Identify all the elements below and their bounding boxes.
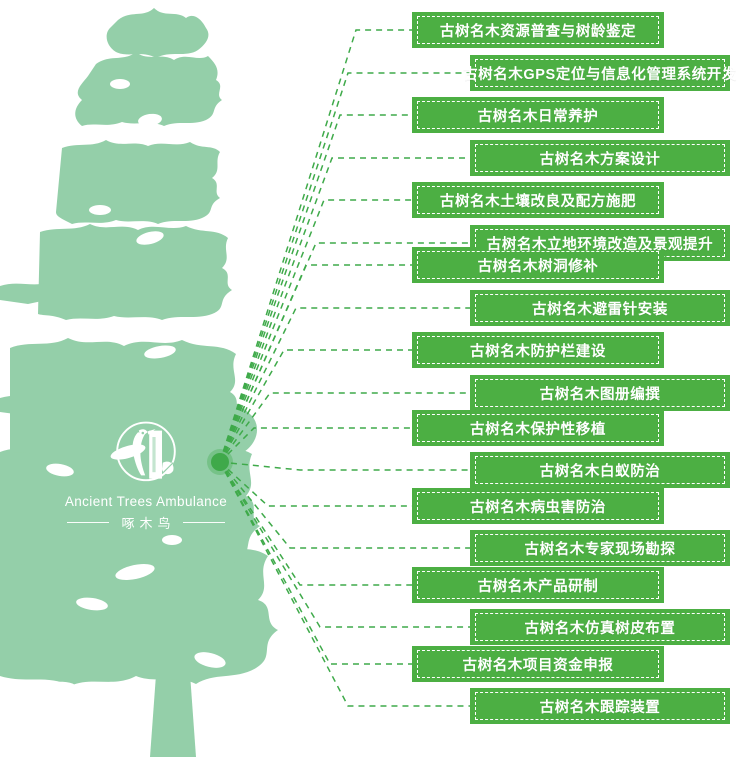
service-node-label: 古树名木仿真树皮布置: [524, 620, 676, 637]
service-node-label: 古树名木图册编撰: [539, 386, 661, 403]
service-node-label: 古树名木防护栏建设: [470, 343, 606, 360]
service-node[interactable]: 古树名木产品研制: [412, 567, 664, 603]
service-node[interactable]: 古树名木专家现场勘探: [470, 530, 730, 566]
service-node[interactable]: 古树名木资源普查与树龄鉴定: [412, 12, 664, 48]
service-node-label: 古树名木资源普查与树龄鉴定: [439, 23, 637, 40]
connector-lines: [219, 29, 470, 707]
central-hub-node-glow: [207, 449, 233, 475]
central-hub-node: [211, 453, 229, 471]
service-node[interactable]: 古树名木跟踪装置: [470, 688, 730, 724]
service-node[interactable]: 古树名木仿真树皮布置: [470, 609, 730, 645]
service-node[interactable]: 古树名木项目资金申报: [412, 646, 664, 682]
tree-silhouette-icon: [0, 8, 278, 757]
service-node-label: 古树名木树洞修补: [477, 258, 599, 275]
service-node-label: 古树名木白蚁防治: [539, 463, 661, 480]
service-node[interactable]: 古树名木土壤改良及配方施肥: [412, 182, 664, 218]
service-node-label: 古树名木方案设计: [539, 151, 661, 168]
service-node-label: 古树名木GPS定位与信息化管理系统开发: [462, 66, 738, 83]
service-node[interactable]: 古树名木图册编撰: [470, 375, 730, 411]
service-node[interactable]: 古树名木病虫害防治: [412, 488, 664, 524]
service-node[interactable]: 古树名木日常养护: [412, 97, 664, 133]
service-node[interactable]: 古树名木GPS定位与信息化管理系统开发: [463, 55, 736, 91]
service-node-label: 古树名木专家现场勘探: [524, 541, 676, 558]
service-node-label: 古树名木跟踪装置: [539, 699, 661, 716]
service-node[interactable]: 古树名木防护栏建设: [412, 332, 664, 368]
service-node[interactable]: 古树名木避雷针安装: [470, 290, 730, 326]
service-node[interactable]: 古树名木保护性移植: [412, 410, 664, 446]
service-node-label: 古树名木避雷针安装: [532, 301, 668, 318]
service-node[interactable]: 古树名木白蚁防治: [470, 452, 730, 488]
service-node-label: 古树名木项目资金申报: [462, 657, 614, 674]
service-node-label: 古树名木病虫害防治: [470, 499, 606, 516]
service-node-label: 古树名木立地环境改造及景观提升: [486, 236, 714, 253]
service-node-label: 古树名木日常养护: [477, 108, 599, 125]
service-node[interactable]: 古树名木方案设计: [470, 140, 730, 176]
service-node-label: 古树名木保护性移植: [470, 421, 606, 438]
service-node-label: 古树名木土壤改良及配方施肥: [439, 193, 637, 210]
service-node-label: 古树名木产品研制: [477, 578, 599, 595]
